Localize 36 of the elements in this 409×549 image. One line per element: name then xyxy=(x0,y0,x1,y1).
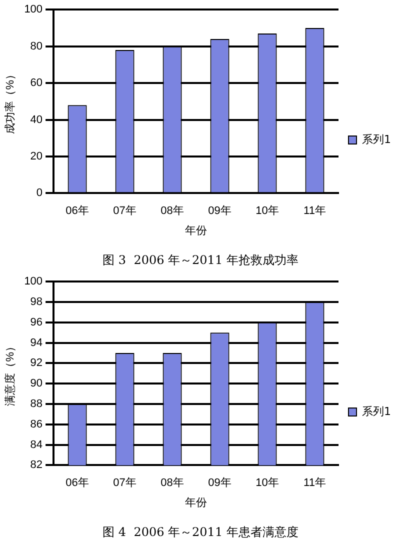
y-axis-title: 成功率（%） xyxy=(4,69,17,134)
y-tick-label: 98 xyxy=(30,296,43,308)
y-tick-label: 100 xyxy=(24,276,43,288)
x-tick-label: 10年 xyxy=(256,476,279,489)
legend-label: 系列1 xyxy=(362,404,391,418)
x-tick-label: 11年 xyxy=(304,204,326,217)
x-tick-label: 10年 xyxy=(256,204,279,217)
y-tick-label: 100 xyxy=(24,4,43,16)
y-tick-label: 88 xyxy=(30,398,43,410)
x-axis-title: 年份 xyxy=(185,497,208,510)
text: 图 3 2006 年～2011 年抢救成功率 xyxy=(102,252,298,267)
y-tick-label: 80 xyxy=(30,40,43,52)
x-tick-label: 07年 xyxy=(113,476,136,489)
y-axis-title: 满意度（%） xyxy=(4,341,17,406)
x-tick-label: 06年 xyxy=(66,476,89,489)
x-tick-label: 09年 xyxy=(208,476,232,489)
text: 图 4 2006 年～2011 年患者满意度 xyxy=(102,524,298,539)
y-tick-label: 86 xyxy=(30,418,43,430)
y-tick-label: 92 xyxy=(30,357,43,370)
x-tick-label: 08年 xyxy=(160,204,184,217)
y-tick-label: 94 xyxy=(30,336,43,349)
x-tick-label: 09年 xyxy=(208,204,232,217)
legend-label: 系列1 xyxy=(362,132,391,146)
x-tick-label: 07年 xyxy=(113,204,136,217)
y-tick-label: 60 xyxy=(30,77,43,90)
y-tick-label: 0 xyxy=(36,187,43,200)
x-tick-label: 11年 xyxy=(304,476,326,489)
y-tick-label: 90 xyxy=(30,378,43,390)
x-axis-title: 年份 xyxy=(185,225,208,238)
y-tick-label: 40 xyxy=(30,114,43,126)
x-tick-label: 06年 xyxy=(66,204,89,217)
y-tick-label: 20 xyxy=(30,150,43,163)
y-tick-label: 82 xyxy=(30,459,43,472)
x-tick-label: 08年 xyxy=(160,476,184,489)
y-tick-label: 84 xyxy=(30,438,43,451)
y-tick-label: 96 xyxy=(30,316,43,328)
